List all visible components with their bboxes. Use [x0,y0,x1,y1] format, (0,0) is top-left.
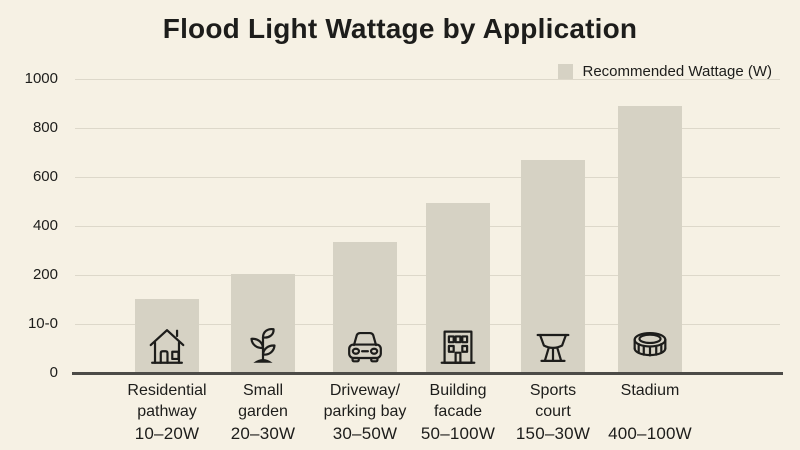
plant-icon [240,323,286,369]
wattage-range-label: 10–20W [134,424,200,443]
category-label-group: Driveway/parking bay 30–50W [305,380,425,444]
category-label-group: Residential pathway 10–20W [107,380,227,444]
bar-house [135,299,199,373]
category-name: Small garden [238,382,288,420]
sports-court-icon [530,323,576,369]
legend: Recommended Wattage (W) [558,63,772,80]
bar-sports-court [521,160,585,373]
category-label-group: Sports court 150–30W [493,380,613,444]
wattage-range-label: 30–50W [332,424,398,443]
gridline [75,128,780,129]
category-name: Sports court [529,382,577,420]
wattage-range-label: 400–100W [608,424,692,443]
category-name: Building facade [429,382,487,420]
bar-car [333,242,397,373]
category-name: Stadium [620,382,680,399]
y-tick-label: 1000 [24,70,58,87]
category-name: Driveway/parking bay [323,382,407,420]
category-name: Residential pathway [127,382,207,420]
y-tick-label: 10-0 [27,315,58,332]
category-label-group: Small garden 20–30W [203,380,323,444]
plot-area [72,79,783,375]
x-axis-labels: Residential pathway 10–20W Small garden 20–30… [75,380,780,450]
x-axis-line [72,372,783,375]
wattage-range-label: 20–30W [230,424,296,443]
y-tick-label: 0 [49,364,58,381]
y-tick-label: 200 [32,266,58,283]
legend-label: Recommended Wattage (W) [582,63,772,80]
bar-stadium [618,106,682,373]
bar-plant [231,274,295,373]
house-icon [144,323,190,369]
y-tick-label: 600 [32,168,58,185]
y-tick-label: 400 [32,217,58,234]
bar-building [426,203,490,373]
chart-title: Flood Light Wattage by Application [162,13,638,44]
car-icon [342,323,388,369]
gridline [75,177,780,178]
y-tick-label: 800 [32,119,58,136]
building-icon [435,323,481,369]
category-label-group: Building facade 50–100W [398,380,518,444]
legend-swatch-icon [558,64,574,79]
y-axis-labels: 0 10-0 200 400 600 800 1000 [0,70,66,381]
wattage-range-label: 50–100W [420,424,496,443]
wattage-range-label: 150–30W [515,424,591,443]
category-label-group: Stadium 400–100W [590,380,710,444]
gridline [75,79,780,80]
stadium-icon [627,323,673,369]
